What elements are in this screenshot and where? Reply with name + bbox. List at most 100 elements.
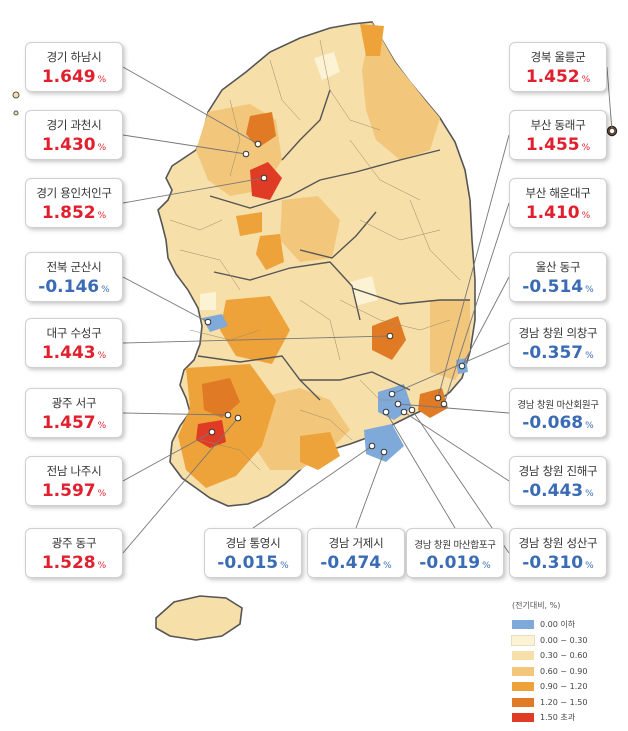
marker-changwon-uichang xyxy=(388,390,396,398)
card-value-number: 1.443 xyxy=(41,343,96,363)
card-name: 광주 동구 xyxy=(51,536,97,550)
region-jeonbuk-south xyxy=(220,296,290,364)
legend-swatch xyxy=(511,634,535,646)
region-pale-north xyxy=(314,52,340,80)
card-gyeonggi-hanam: 경기 하남시 1.649% xyxy=(25,42,123,92)
card-value: -0.015% xyxy=(205,553,301,573)
card-value: -0.514% xyxy=(510,277,606,297)
card-value: -0.019% xyxy=(407,553,503,573)
card-value: 1.410% xyxy=(510,203,606,223)
card-value: 1.452% xyxy=(510,67,606,87)
region-gunsan xyxy=(202,314,228,332)
region-daejeon xyxy=(256,234,284,270)
card-value: 1.457% xyxy=(26,413,122,433)
card-value-unit: % xyxy=(585,351,594,361)
card-value-unit: % xyxy=(97,211,107,221)
leader-line-changwon-masanhoewon xyxy=(397,403,510,414)
card-value-number: -0.357 xyxy=(522,343,584,363)
marker-gyeonggi-yongin-cheoin xyxy=(260,174,268,182)
region-gangwon-east xyxy=(362,22,440,160)
region-cheonan xyxy=(236,212,262,236)
card-name: 전남 나주시 xyxy=(46,464,102,478)
card-value-unit: % xyxy=(97,143,107,153)
card-name: 대구 수성구 xyxy=(46,326,102,340)
west-island-dot xyxy=(13,110,19,116)
card-value-unit: % xyxy=(585,489,594,499)
legend-label: 1.20 ~ 1.50 xyxy=(540,697,588,707)
card-value-number: 1.455 xyxy=(525,135,580,155)
card-value-unit: % xyxy=(97,489,107,499)
card-value-unit: % xyxy=(581,75,591,85)
legend-item: 0.60 ~ 0.90 xyxy=(512,664,622,680)
marker-ulsan-dong xyxy=(458,362,466,370)
legend-item: 0.90 ~ 1.20 xyxy=(512,679,622,695)
card-changwon-jinhae: 경남 창원 진해구 -0.443% xyxy=(509,456,607,506)
card-gyeongbuk-ulleung: 경북 울릉군 1.452% xyxy=(509,42,607,92)
marker-changwon-jinhae xyxy=(400,408,408,416)
leader-line-jeonnam-naju xyxy=(122,431,213,482)
card-value: -0.146% xyxy=(26,277,122,297)
card-name: 경남 창원 진해구 xyxy=(518,464,598,478)
legend-rows: 0.00 이하 0.00 ~ 0.30 0.30 ~ 0.60 0.60 ~ 0.90… xyxy=(511,617,622,726)
card-value: 1.597% xyxy=(26,481,122,501)
card-gyeonggi-gwacheon: 경기 과천시 1.430% xyxy=(25,110,123,160)
card-value-number: 1.430 xyxy=(41,135,96,155)
card-value-number: 1.528 xyxy=(41,553,96,573)
card-name: 경기 과천시 xyxy=(46,118,102,132)
card-value-number: -0.514 xyxy=(522,277,584,297)
region-gyeongnam-south xyxy=(300,432,340,470)
leader-line-daegu-suseong xyxy=(122,335,391,344)
card-value-unit: % xyxy=(97,561,107,571)
marker-gyeonggi-hanam xyxy=(254,140,262,148)
card-name: 부산 해운대구 xyxy=(525,186,591,200)
card-value-number: 1.852 xyxy=(41,203,96,223)
leader-line-jeonbuk-gunsan xyxy=(122,276,209,323)
dokdo-dot xyxy=(12,91,20,99)
card-changwon-uichang: 경남 창원 의창구 -0.357% xyxy=(509,318,607,368)
card-value-unit: % xyxy=(585,285,594,295)
marker-gyeongnam-tongyeong xyxy=(368,442,376,450)
leader-line-gwangju-seo xyxy=(122,412,229,416)
legend-label: 0.00 ~ 0.30 xyxy=(540,635,588,645)
leader-line-gyeongnam-geoje xyxy=(355,451,385,529)
card-value-unit: % xyxy=(280,561,289,571)
leader-line-gyeonggi-gwacheon xyxy=(122,134,247,155)
leader-line-busan-haeundae xyxy=(443,202,510,405)
region-pale-west xyxy=(200,292,216,310)
legend-label: 0.60 ~ 0.90 xyxy=(540,666,588,676)
card-value-unit: % xyxy=(97,351,107,361)
marker-gyeonggi-gwacheon xyxy=(242,150,250,158)
marker-busan-haeundae xyxy=(440,400,448,408)
leader-line-busan-dongnae xyxy=(437,134,510,399)
card-value: -0.068% xyxy=(510,413,606,433)
card-value-unit: % xyxy=(581,143,591,153)
card-gwangju-dong: 광주 동구 1.528% xyxy=(25,528,123,578)
card-gyeongnam-tongyeong: 경남 통영시 -0.015% xyxy=(204,528,302,578)
card-value: -0.310% xyxy=(510,553,606,573)
marker-gwangju-seo xyxy=(224,411,232,419)
legend-swatch xyxy=(512,666,534,676)
card-value: 1.852% xyxy=(26,203,122,223)
legend-title: (전기대비, %) xyxy=(512,601,561,610)
card-value-unit: % xyxy=(97,75,107,85)
card-name: 경남 창원 마산회원구 xyxy=(517,400,599,411)
legend: (전기대비, %) 0.00 이하 0.00 ~ 0.30 0.30 ~ 0.60 0… xyxy=(511,600,622,726)
marker-gwangju-dong xyxy=(234,414,242,422)
legend-swatch xyxy=(512,651,534,661)
card-value: 1.455% xyxy=(510,135,606,155)
legend-swatch xyxy=(512,697,534,707)
card-name: 전북 군산시 xyxy=(46,260,102,274)
leader-line-gyeongnam-tongyeong xyxy=(252,445,373,529)
card-value-number: 1.410 xyxy=(525,203,580,223)
marker-gyeongbuk-ulleung xyxy=(608,127,616,135)
card-name: 경남 창원 의창구 xyxy=(518,326,598,340)
marker-changwon-masanhappo xyxy=(382,408,390,416)
card-value-unit: % xyxy=(482,561,491,571)
region-geoje-tongyeong xyxy=(364,424,404,462)
card-changwon-masanhappo: 경남 창원 마산합포구 -0.019% xyxy=(406,528,504,578)
legend-label: 0.30 ~ 0.60 xyxy=(540,651,588,661)
card-value: 1.528% xyxy=(26,553,122,573)
region-yongin-cheoin xyxy=(250,162,282,200)
card-value-number: -0.068 xyxy=(522,413,584,433)
